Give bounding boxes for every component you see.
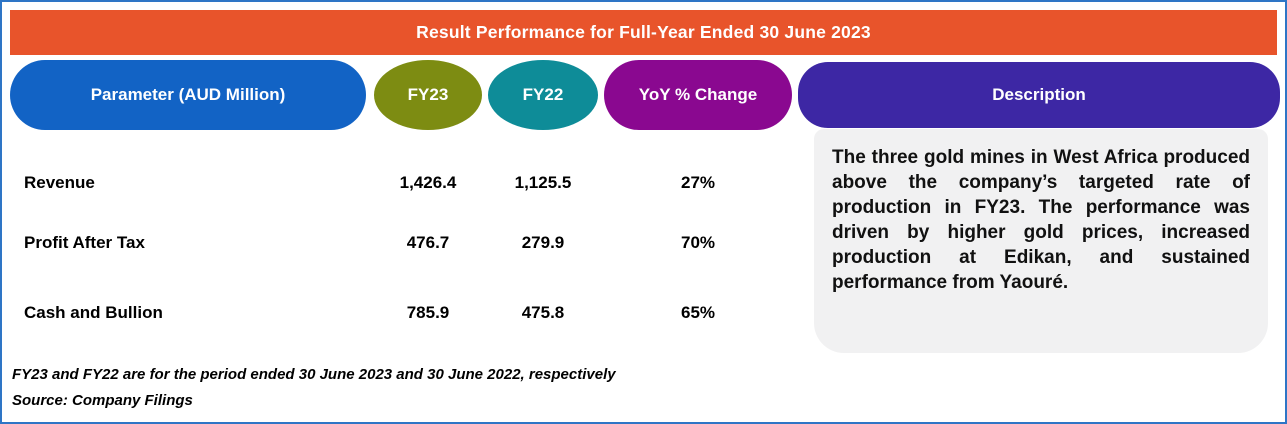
row-parameter: Profit After Tax bbox=[24, 233, 145, 252]
row-fy22-value: 1,125.5 bbox=[514, 173, 572, 192]
footnote-source: Source: Company Filings bbox=[12, 391, 193, 409]
row-fy22-value: 279.9 bbox=[521, 233, 565, 252]
table-row-revenue: Revenue 1,426.4 1,125.5 27% bbox=[10, 168, 798, 198]
footnotes: FY23 and FY22 are for the period ended 3… bbox=[12, 362, 616, 415]
table-row-profit-after-tax: Profit After Tax 476.7 279.9 70% bbox=[10, 228, 798, 258]
column-header-fy22-label: FY22 bbox=[522, 85, 564, 104]
column-header-fy23: FY23 bbox=[374, 60, 482, 130]
column-header-parameter-label: Parameter (AUD Million) bbox=[90, 85, 286, 104]
page-title: Result Performance for Full-Year Ended 3… bbox=[416, 22, 871, 42]
column-header-fy23-label: FY23 bbox=[407, 85, 449, 104]
table-row-cash-and-bullion: Cash and Bullion 785.9 475.8 65% bbox=[10, 298, 798, 328]
column-header-yoy-change-label: YoY % Change bbox=[638, 85, 758, 104]
column-headers: Parameter (AUD Million) FY23 FY22 YoY % … bbox=[10, 59, 1280, 131]
column-header-parameter: Parameter (AUD Million) bbox=[10, 60, 366, 130]
row-parameter: Cash and Bullion bbox=[24, 303, 163, 322]
row-parameter: Revenue bbox=[24, 173, 95, 192]
description-body: The three gold mines in West Africa prod… bbox=[814, 129, 1268, 353]
footnote-period: FY23 and FY22 are for the period ended 3… bbox=[12, 365, 616, 383]
column-header-description-label: Description bbox=[992, 85, 1086, 104]
column-header-yoy-change: YoY % Change bbox=[604, 60, 792, 130]
column-header-fy22: FY22 bbox=[488, 60, 598, 130]
title-bar: Result Performance for Full-Year Ended 3… bbox=[10, 10, 1277, 55]
row-yoy-value: 70% bbox=[680, 233, 716, 252]
row-fy23-value: 1,426.4 bbox=[399, 173, 457, 192]
row-yoy-value: 27% bbox=[680, 173, 716, 192]
column-header-description: Description bbox=[798, 62, 1280, 128]
row-fy23-value: 785.9 bbox=[406, 303, 450, 322]
row-fy22-value: 475.8 bbox=[521, 303, 565, 322]
row-yoy-value: 65% bbox=[680, 303, 716, 322]
row-fy23-value: 476.7 bbox=[406, 233, 450, 252]
